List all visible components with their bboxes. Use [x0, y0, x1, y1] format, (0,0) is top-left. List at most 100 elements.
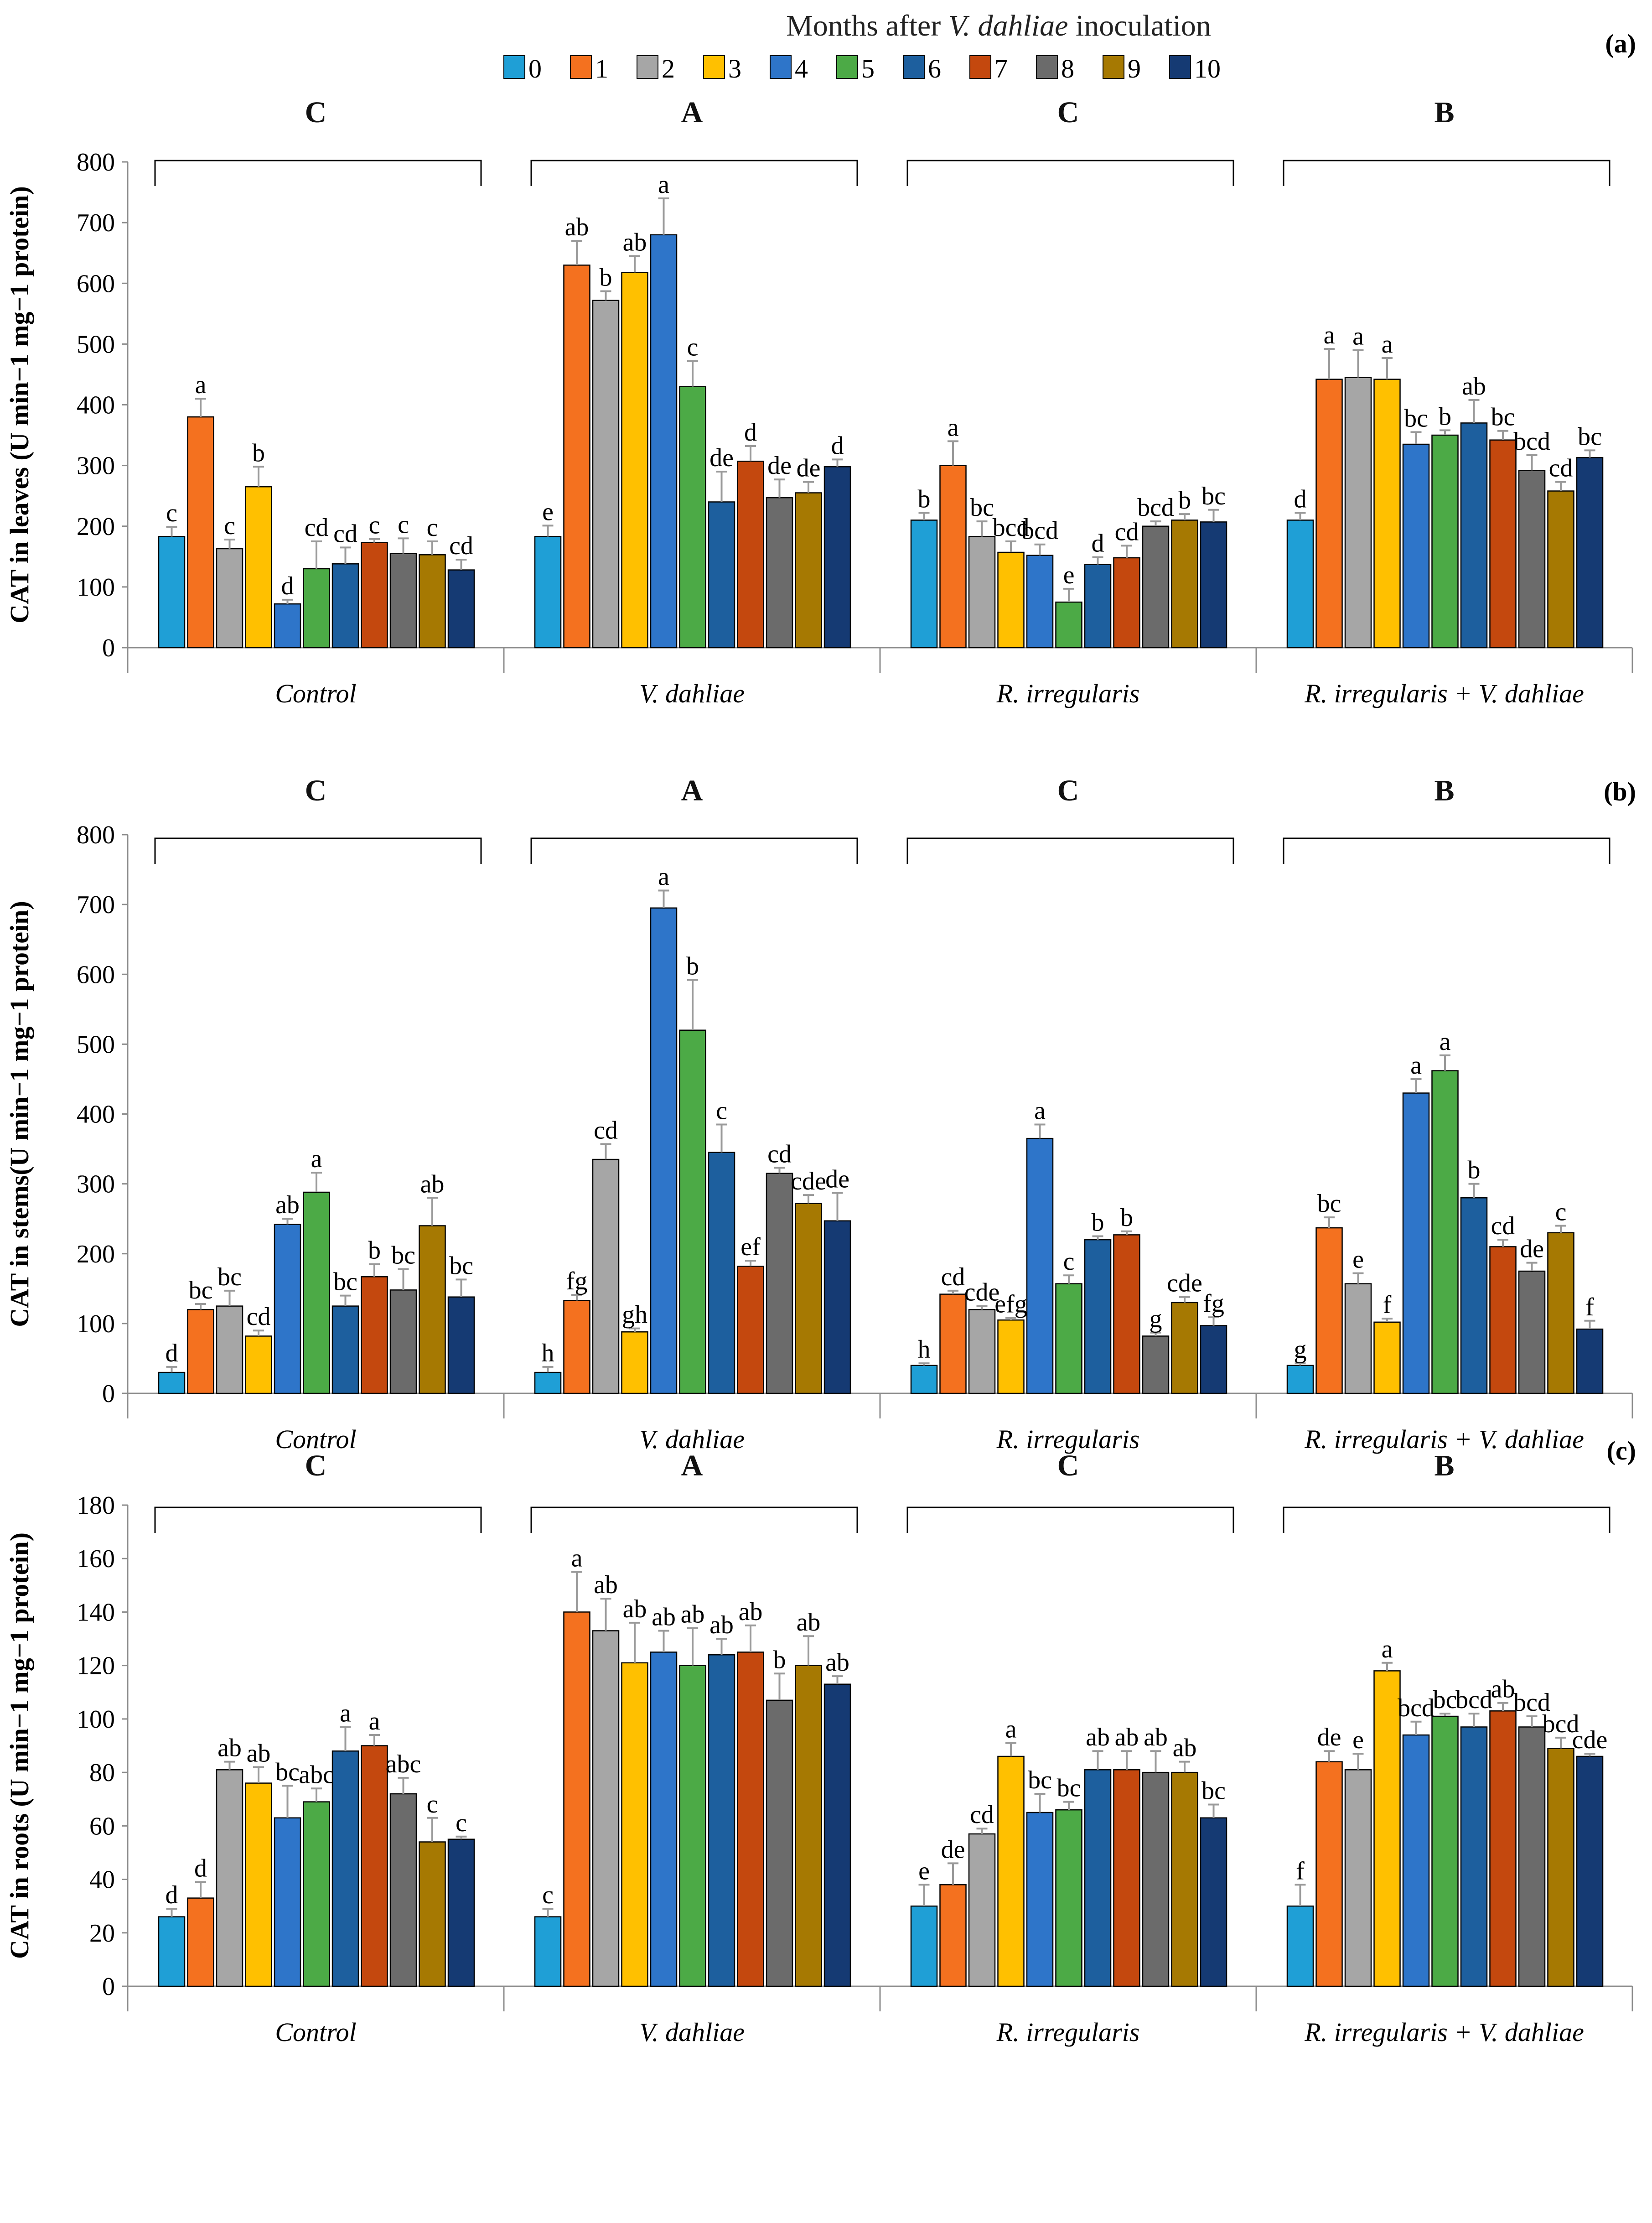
- bar: [1460, 1197, 1488, 1394]
- legend-swatch-7: [969, 55, 991, 79]
- bar: [1055, 1283, 1082, 1394]
- significance-letter: ab: [1173, 1734, 1197, 1762]
- y-tick-label: 800: [77, 148, 115, 177]
- bar: [1344, 1283, 1372, 1394]
- significance-letter: cde: [964, 1278, 1000, 1307]
- significance-letter: d: [1092, 530, 1104, 558]
- significance-letter: de: [825, 1165, 849, 1194]
- significance-letter: a: [948, 413, 959, 441]
- significance-letter: e: [542, 498, 554, 526]
- bar: [216, 548, 243, 649]
- legend-swatch-10: [1169, 55, 1191, 79]
- y-tick-label: 400: [77, 391, 115, 420]
- significance-letter: ab: [709, 1611, 734, 1639]
- bar: [1113, 1234, 1140, 1394]
- legend-label-1: 1: [595, 54, 608, 83]
- y-tick-label: 160: [77, 1545, 115, 1573]
- bar: [1576, 1756, 1604, 1987]
- bar: [1489, 1710, 1517, 1987]
- significance-letter: f: [1383, 1291, 1392, 1319]
- group-significance-letter: A: [681, 1449, 703, 1482]
- bar: [708, 1654, 735, 1987]
- bar: [419, 1225, 446, 1394]
- y-tick-label: 700: [77, 891, 115, 919]
- bar: [1142, 1335, 1170, 1394]
- bar: [1576, 457, 1604, 649]
- bar: [331, 1750, 359, 1987]
- group-bracket: [154, 160, 482, 186]
- significance-letter: cd: [247, 1303, 271, 1331]
- bar: [1431, 434, 1459, 649]
- x-category-label: Control: [275, 1424, 356, 1454]
- significance-letter: ef: [741, 1233, 761, 1261]
- significance-letter: bc: [449, 1252, 473, 1280]
- significance-letter: g: [1294, 1335, 1307, 1364]
- significance-letter: ab: [565, 213, 589, 241]
- y-tick-label: 0: [102, 634, 115, 662]
- significance-letter: c: [456, 1809, 467, 1837]
- significance-letter: bc: [1028, 1766, 1052, 1794]
- chart-panel-2: (b) 0 100 200 300 400 500 600 700 800 CAT in stems…: [5, 774, 1636, 1454]
- y-tick-label: 200: [77, 1240, 115, 1268]
- bar: [650, 234, 678, 649]
- bar: [187, 416, 214, 649]
- significance-letter: c: [427, 514, 438, 542]
- x-category-label: V. dahliae: [639, 679, 745, 708]
- significance-letter: h: [542, 1339, 554, 1367]
- bar: [795, 1665, 822, 1987]
- legend-swatch-8: [1036, 55, 1058, 79]
- significance-letter: h: [918, 1335, 931, 1364]
- y-tick-label: 60: [89, 1812, 115, 1840]
- bar: [361, 1745, 388, 1987]
- y-tick-label: 100: [77, 1310, 115, 1338]
- bar: [766, 497, 793, 649]
- chart-panel-3: (c) 0 20 40 60 80 100 120 140 160 180 CAT in roots …: [5, 1436, 1636, 2047]
- y-tick-label: 140: [77, 1598, 115, 1626]
- bar: [1315, 1761, 1343, 1987]
- x-category-label: V. dahliae: [639, 1424, 745, 1454]
- bar: [1373, 379, 1401, 649]
- significance-letter: bcd: [993, 514, 1030, 542]
- x-category-label: R. irregularis: [996, 2017, 1140, 2047]
- bar: [795, 1203, 822, 1394]
- group-bracket: [906, 837, 1234, 864]
- bar: [361, 1276, 388, 1394]
- bar: [939, 1884, 967, 1987]
- significance-letter: ab: [797, 1608, 821, 1636]
- bar: [158, 536, 186, 649]
- bar: [621, 1662, 648, 1987]
- significance-letter: d: [166, 1881, 178, 1909]
- significance-letter: a: [658, 171, 669, 199]
- legend: Months after V. dahliae inoculation 0 1 2 3…: [503, 9, 1221, 83]
- bar: [910, 1365, 938, 1394]
- bar: [939, 1293, 967, 1394]
- y-axis-label: CAT in roots (U min−1 mg−1 protein): [5, 1532, 34, 1959]
- significance-letter: d: [194, 1854, 207, 1882]
- bar: [187, 1309, 214, 1394]
- significance-letter: a: [340, 1699, 351, 1727]
- group-significance-letter: C: [305, 1449, 327, 1482]
- y-tick-label: 0: [102, 1973, 115, 2001]
- group-bracket: [530, 160, 858, 186]
- bar: [968, 536, 996, 649]
- significance-letter: cd: [594, 1116, 618, 1144]
- bar: [1084, 564, 1112, 649]
- x-category-label: V. dahliae: [639, 2017, 745, 2047]
- bar: [1547, 1232, 1574, 1394]
- y-tick-label: 800: [77, 821, 115, 849]
- legend-label-2: 2: [662, 54, 675, 83]
- bar: [1084, 1769, 1112, 1987]
- significance-letter: abc: [299, 1761, 334, 1789]
- significance-letter: cd: [941, 1263, 965, 1291]
- bar: [1402, 1092, 1430, 1394]
- bar: [1286, 1905, 1314, 1987]
- bar: [708, 501, 735, 649]
- bar: [1113, 1769, 1140, 1987]
- significance-letter: ab: [623, 1595, 647, 1623]
- bar: [1373, 1321, 1401, 1394]
- bar: [823, 1220, 851, 1394]
